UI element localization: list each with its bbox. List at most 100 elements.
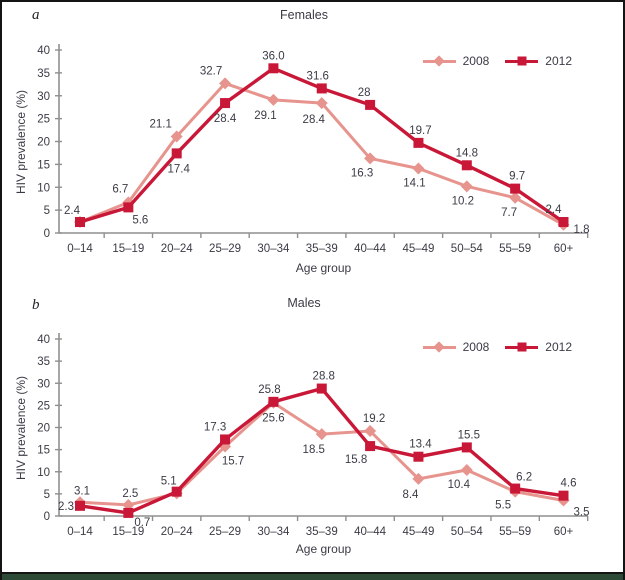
data-point-2008 — [267, 93, 280, 106]
y-tick-label: 25 — [37, 400, 50, 412]
x-tick-label: 25–29 — [209, 243, 241, 255]
x-tick-label: 30–34 — [257, 526, 290, 538]
x-tick-label: 40–44 — [354, 526, 387, 538]
data-label-2008: 7.7 — [501, 207, 517, 219]
data-label-2012: 17.3 — [204, 421, 226, 433]
x-tick-label: 55–59 — [499, 526, 531, 538]
x-tick-label: 45–49 — [402, 526, 434, 538]
data-label-2012: 28.8 — [313, 371, 335, 383]
x-tick-label: 15–19 — [112, 243, 144, 255]
data-point-2012 — [268, 396, 279, 407]
data-point-2012 — [220, 434, 231, 445]
y-tick-label: 15 — [37, 159, 50, 171]
legend-label-2012: 2012 — [545, 340, 572, 354]
females-line-chart: 0 5 10 15 20 25 30 35 40 0–14 15–19 20–24 25–29 30–34… — [37, 44, 590, 255]
panel-letter-b: b — [32, 297, 40, 313]
data-point-2008 — [219, 77, 232, 90]
data-label-2008: 10.2 — [452, 195, 474, 207]
data-label-2012: 25.8 — [258, 384, 280, 396]
x-axis-title-males: Age group — [295, 542, 352, 556]
legend-item-2008: 2008 — [422, 340, 489, 354]
y-tick-label: 15 — [37, 445, 50, 457]
x-tick-label: 40–44 — [354, 243, 387, 255]
x-tick-label: 35–39 — [306, 243, 338, 255]
x-axis-title-females: Age group — [295, 261, 352, 275]
data-label-2012: 19.7 — [409, 125, 431, 137]
x-tick-label: 35–39 — [306, 526, 338, 538]
data-point-2008 — [315, 97, 328, 110]
data-label-2008: 3.1 — [74, 485, 90, 497]
data-label-2012: 17.4 — [168, 163, 191, 175]
data-label-2012: 4.6 — [561, 478, 577, 490]
data-label-2008: 10.4 — [448, 479, 471, 491]
data-label-2008: 16.3 — [351, 167, 373, 179]
y-tick-label: 10 — [37, 182, 50, 194]
data-label-2008: 18.5 — [303, 444, 325, 456]
data-label-2008: 6.7 — [112, 183, 128, 195]
legend-label-2008: 2008 — [462, 54, 490, 68]
y-tick-label: 20 — [37, 137, 50, 149]
legend-males: 2008 2012 — [2, 340, 572, 354]
y-tick-label: 10 — [37, 467, 50, 479]
x-tick-label: 20–24 — [161, 243, 194, 255]
data-label-2008: 15.7 — [222, 456, 244, 468]
data-point-2012 — [365, 99, 376, 110]
data-point-2008 — [364, 152, 377, 165]
data-point-2008 — [315, 428, 328, 441]
data-label-2008: 29.1 — [254, 110, 276, 122]
y-tick-label: 35 — [37, 68, 50, 80]
data-point-2012 — [268, 63, 279, 74]
data-point-2008 — [412, 162, 425, 175]
data-label-2008: 21.1 — [150, 118, 172, 130]
x-tick-label: 55–59 — [499, 243, 531, 255]
data-point-2008 — [460, 180, 473, 193]
y-tick-label: 0 — [44, 511, 50, 523]
x-tick-label: 25–29 — [209, 526, 241, 538]
data-point-2012 — [75, 217, 85, 228]
data-point-2012 — [171, 486, 182, 497]
data-label-2012: 9.7 — [509, 171, 525, 183]
data-label-2008: 5.1 — [161, 475, 177, 487]
data-point-2012 — [75, 500, 85, 511]
x-tick-label: 45–49 — [402, 243, 434, 255]
y-tick-label: 5 — [44, 205, 50, 217]
x-tick-label: 20–24 — [161, 526, 194, 538]
data-point-2012 — [413, 137, 424, 148]
legend-item-2012: 2012 — [505, 54, 572, 68]
data-label-2008: 3.5 — [574, 507, 590, 519]
data-point-2008 — [460, 463, 473, 476]
y-tick-label: 25 — [37, 114, 50, 126]
chart-title-males: Males — [287, 296, 321, 310]
y-tick-label: 20 — [37, 423, 50, 435]
legend-item-2008: 2008 — [422, 54, 490, 68]
data-label-2008: 2.5 — [122, 488, 138, 500]
data-label-2012: 13.4 — [409, 439, 432, 451]
data-label-2012: 2.3 — [58, 501, 74, 513]
data-label-2008: 8.4 — [402, 489, 419, 501]
data-point-2012 — [220, 98, 231, 109]
panel-females: a Females HIV prevalence (%) 2008 2012 0… — [2, 2, 623, 292]
square-marker-icon — [505, 56, 539, 66]
data-label-2012: 28 — [358, 87, 371, 99]
data-label-2008: 5.5 — [495, 500, 511, 512]
data-point-2012 — [316, 383, 327, 394]
legend-females: 2008 2012 — [2, 54, 572, 68]
data-label-2008: 19.2 — [363, 413, 385, 425]
legend-label-2012: 2012 — [545, 54, 572, 68]
data-point-2008 — [170, 130, 183, 143]
x-tick-label: 60+ — [554, 526, 574, 538]
data-point-2012 — [558, 217, 569, 228]
data-point-2012 — [461, 160, 472, 171]
data-label-2008: 1.8 — [574, 224, 590, 236]
diamond-marker-icon — [422, 341, 456, 353]
data-label-2012: 15.8 — [345, 454, 367, 466]
x-tick-label: 0–14 — [67, 243, 93, 255]
chart-title-females: Females — [280, 8, 328, 22]
panel-letter-a: a — [32, 7, 40, 23]
x-tick-label: 15–19 — [112, 526, 144, 538]
data-point-2008 — [509, 191, 522, 204]
data-point-2012 — [365, 441, 376, 452]
data-point-2008 — [364, 425, 377, 438]
